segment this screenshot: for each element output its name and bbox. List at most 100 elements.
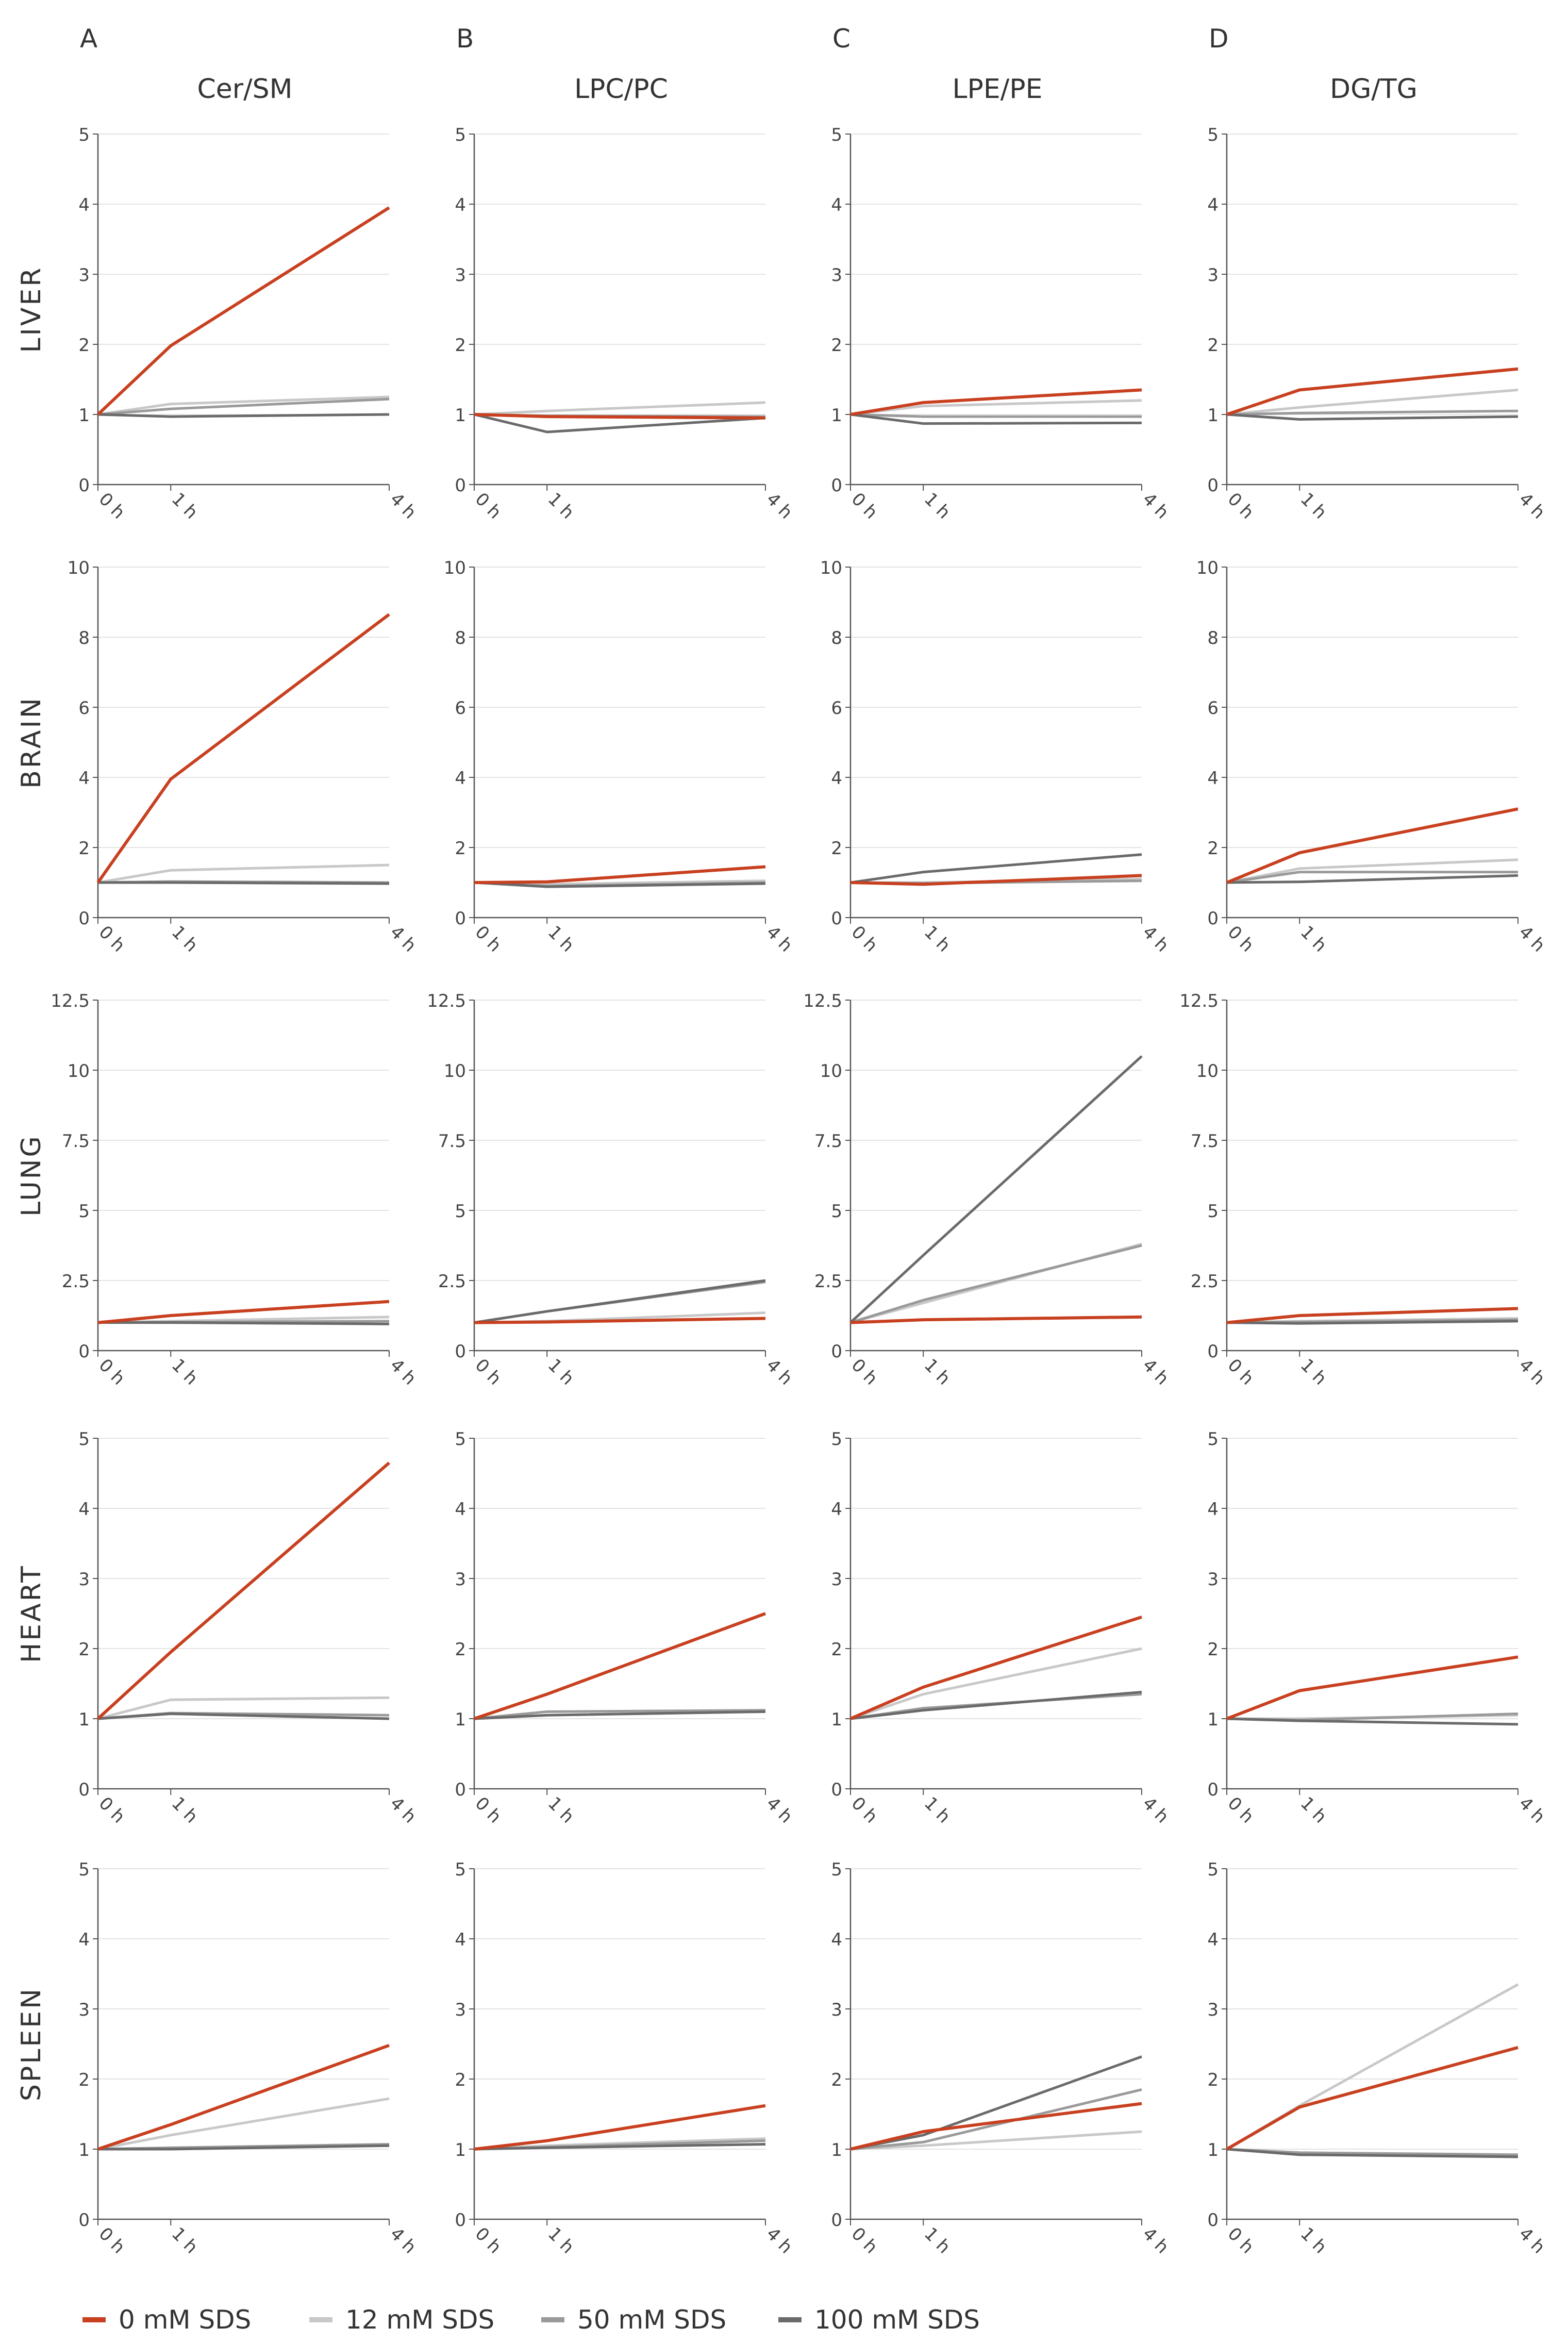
x-tick-label: 4 h [386,489,420,523]
x-tick-label: 1 h [1296,489,1330,523]
row-label: HEART [16,1564,47,1663]
y-tick-label: 1 [831,1709,842,1730]
row-label: SPLEEN [16,1987,47,2101]
y-tick-label: 2.5 [1191,1271,1219,1292]
legend-label: 12 mM SDS [345,2305,494,2335]
y-tick-label: 4 [831,1499,842,1520]
x-tick-label: 4 h [1515,922,1549,956]
x-tick-label: 0 h [471,1355,505,1389]
x-tick-label: 1 h [920,2223,954,2257]
y-tick-label: 8 [1207,628,1219,649]
series-line-100-mm-sds [474,881,766,888]
y-tick-label: 12.5 [1179,991,1219,1011]
x-tick-label: 4 h [1515,1793,1549,1827]
series-line-100-mm-sds [98,2144,390,2151]
y-tick-label: 5 [78,1859,90,1880]
x-tick-label: 4 h [762,489,796,523]
y-tick-label: 3 [78,1569,90,1590]
column-letter: D [1209,24,1229,54]
y-tick-label: 0 [78,475,90,496]
y-tick-label: 0 [831,1341,842,1362]
y-tick-label: 5 [78,1201,90,1222]
series-line-0-mm-sds [97,1300,390,1324]
series-line-100-mm-sds [474,413,766,434]
series-line-0-mm-sds [474,865,766,884]
y-tick-label: 0 [455,475,466,496]
y-tick-label: 2 [455,838,466,859]
y-tick-label: 0 [1207,1341,1219,1362]
x-tick-label: 0 h [95,1793,129,1827]
y-tick-label: 0 [1207,908,1219,929]
series-line-50-mm-sds [850,413,1142,418]
x-tick-label: 1 h [544,1355,578,1389]
x-tick-label: 4 h [1139,1793,1173,1827]
y-tick-label: 2 [78,2070,90,2090]
y-tick-label: 8 [455,628,466,649]
y-tick-label: 3 [78,265,90,286]
series-line-50-mm-sds [1226,409,1519,416]
y-tick-label: 6 [1207,698,1219,719]
y-tick-label: 10 [1196,1061,1219,1082]
series-line-100-mm-sds [849,1055,1143,1324]
series-line-0-mm-sds [96,613,390,884]
column-letter: C [832,24,850,54]
x-tick-label: 1 h [920,1793,954,1827]
series-line-12-mm-sds [97,863,390,884]
y-tick-label: 4 [78,1930,90,1950]
y-tick-label: 3 [455,2000,466,2020]
x-tick-label: 4 h [1515,2223,1549,2257]
y-tick-label: 1 [1207,2140,1219,2160]
x-tick-label: 4 h [762,922,796,956]
y-tick-label: 0 [831,908,842,929]
y-tick-label: 3 [831,2000,842,2020]
x-tick-label: 0 h [847,489,881,523]
y-tick-label: 1 [78,405,90,426]
x-tick-label: 1 h [168,1355,202,1389]
row-label: BRAIN [16,696,47,789]
series-line-12-mm-sds [97,395,390,416]
x-tick-label: 0 h [471,922,505,956]
x-tick-label: 0 h [847,2223,881,2257]
x-tick-label: 4 h [386,1355,420,1389]
y-tick-label: 8 [78,628,90,649]
column-title: Cer/SM [197,74,292,105]
y-tick-label: 0 [455,2210,466,2231]
y-tick-label: 4 [1207,195,1219,215]
x-tick-label: 0 h [1224,489,1258,523]
y-tick-label: 4 [455,195,466,215]
x-tick-label: 1 h [168,489,202,523]
y-tick-label: 1 [831,405,842,426]
y-tick-label: 10 [1196,558,1219,578]
y-tick-label: 1 [1207,1709,1219,1730]
y-tick-label: 2 [78,1639,90,1660]
y-tick-label: 2 [1207,335,1219,356]
y-tick-label: 4 [455,1930,466,1950]
y-tick-label: 4 [831,768,842,789]
x-tick-label: 0 h [95,489,129,523]
y-tick-label: 3 [1207,265,1219,286]
column-letter: A [80,24,97,54]
x-tick-label: 0 h [1224,1793,1258,1827]
x-tick-label: 0 h [1224,1355,1258,1389]
y-tick-label: 0 [78,1780,90,1800]
y-tick-label: 2 [455,2070,466,2090]
y-tick-label: 4 [455,768,466,789]
y-tick-label: 0 [1207,475,1219,496]
series-line-100-mm-sds [98,1321,390,1325]
y-tick-label: 2 [1207,1639,1219,1660]
y-tick-label: 0 [78,1341,90,1362]
column-title: DG/TG [1330,74,1417,105]
y-tick-label: 4 [78,768,90,789]
y-tick-label: 12.5 [51,991,90,1011]
y-tick-label: 2.5 [438,1271,466,1292]
y-tick-label: 0 [1207,2210,1219,2231]
x-tick-label: 0 h [1224,2223,1258,2257]
y-tick-label: 10 [820,558,842,578]
x-tick-label: 4 h [1139,922,1173,956]
y-tick-label: 1 [455,1709,466,1730]
y-tick-label: 4 [455,1499,466,1520]
series-line-0-mm-sds [96,206,390,416]
legend-label: 50 mM SDS [577,2305,726,2335]
x-tick-label: 1 h [920,1355,954,1389]
y-tick-label: 0 [1207,1780,1219,1800]
